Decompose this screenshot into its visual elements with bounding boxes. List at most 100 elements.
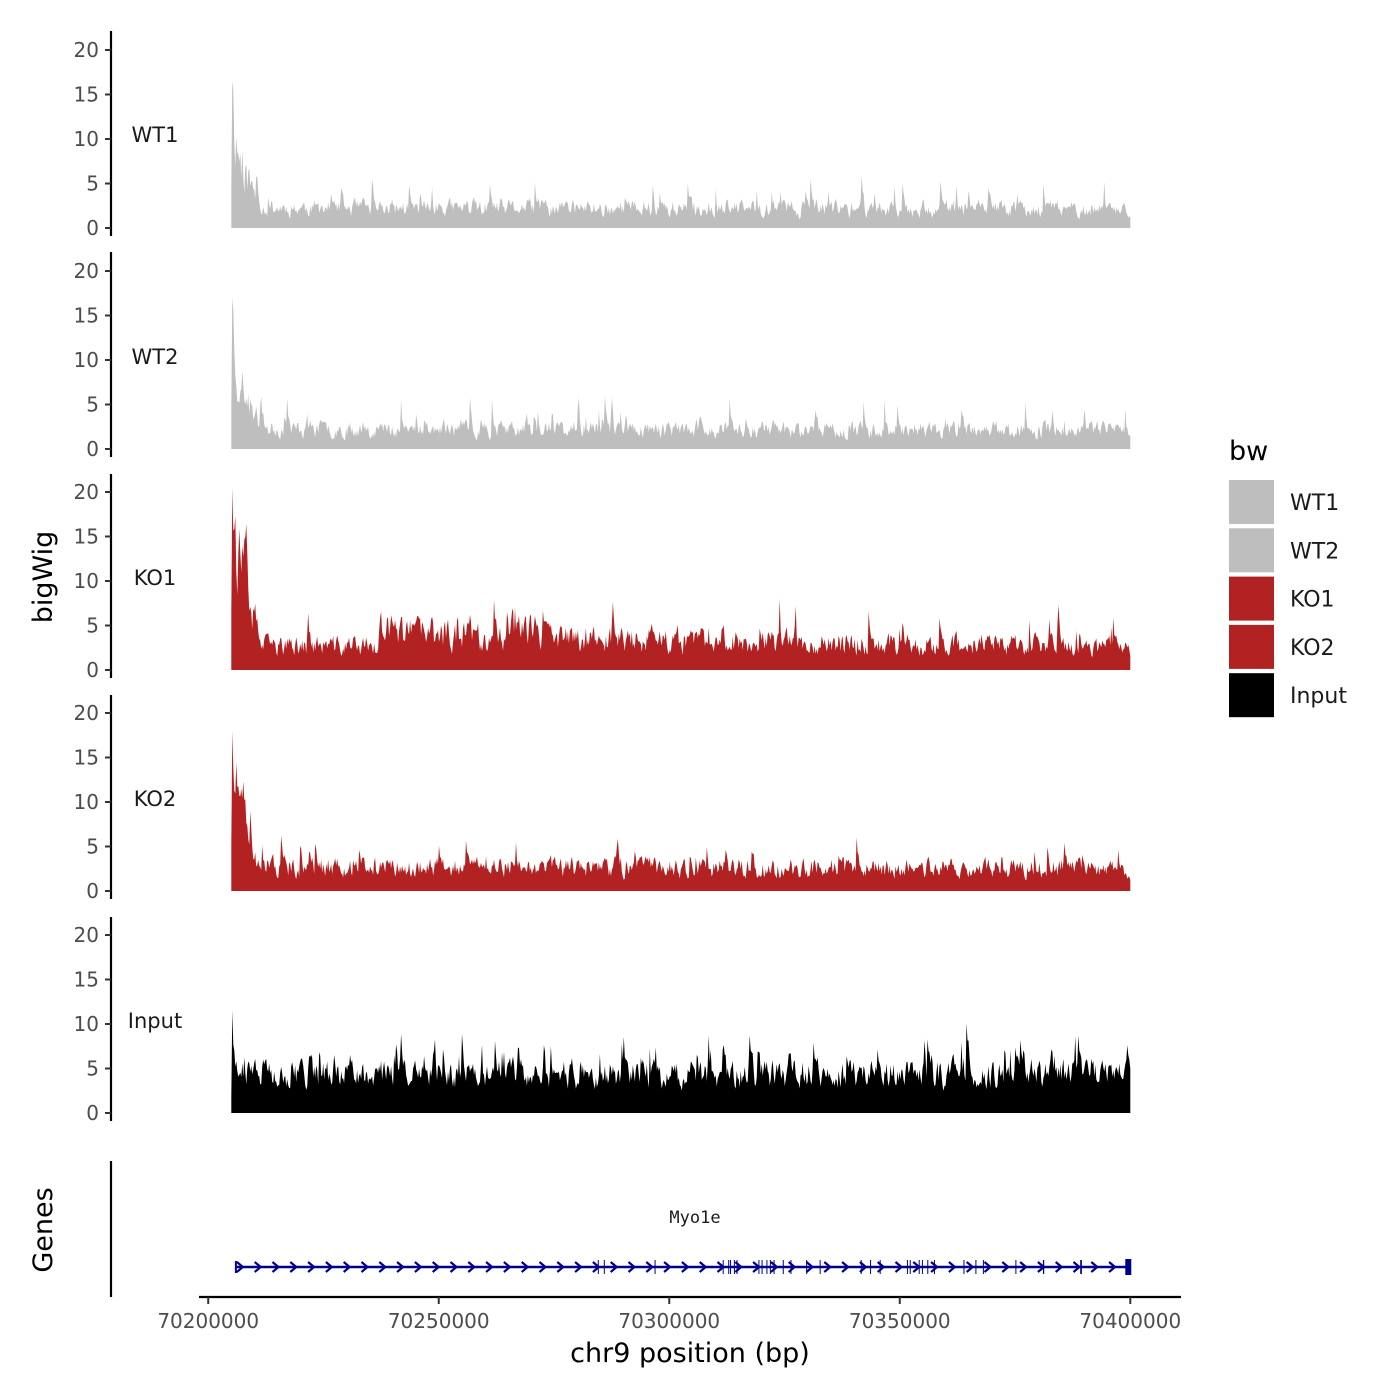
y-tick-label: 5 xyxy=(86,393,99,417)
track-wt1: 0 5 10 15 20 WT1 xyxy=(74,31,1131,240)
legend-swatch-wt2 xyxy=(1229,528,1274,573)
y-tick-label: 0 xyxy=(86,1101,99,1125)
strand-chevron xyxy=(609,1261,619,1273)
strand-chevron xyxy=(378,1261,388,1273)
strand-chevron xyxy=(948,1261,957,1273)
y-tick-label: 0 xyxy=(86,658,99,682)
legend-label-wt2: WT2 xyxy=(1290,539,1339,564)
strand-chevron xyxy=(645,1261,655,1273)
track-ko2: 0 5 10 15 20 KO2 xyxy=(74,695,1131,903)
gene-end-exon xyxy=(1125,1259,1132,1275)
gene-label: Myo1e xyxy=(669,1208,720,1228)
legend-label-wt1: WT1 xyxy=(1290,491,1339,516)
strand-chevron xyxy=(841,1261,850,1273)
strand-chevron xyxy=(414,1261,423,1273)
y-tick-label: 10 xyxy=(74,127,99,151)
y-tick-label: 20 xyxy=(74,701,99,725)
coverage-area-wt2 xyxy=(231,297,1131,449)
strand-chevron xyxy=(360,1261,370,1273)
track-label: WT1 xyxy=(132,123,179,147)
legend-label-ko2: KO2 xyxy=(1290,636,1335,661)
strand-chevron xyxy=(503,1261,512,1273)
y-tick-label: 20 xyxy=(74,480,99,504)
x-tick-label: 70250000 xyxy=(388,1309,490,1333)
strand-chevron xyxy=(556,1261,566,1273)
strand-chevron xyxy=(1072,1261,1082,1273)
legend-swatch-ko1 xyxy=(1229,576,1274,621)
strand-chevron xyxy=(1090,1261,1099,1273)
strand-chevron xyxy=(1054,1261,1064,1273)
strand-chevron xyxy=(681,1261,690,1273)
y-tick-label: 20 xyxy=(74,38,99,62)
x-tick-label: 70200000 xyxy=(157,1309,259,1333)
strand-chevron xyxy=(236,1261,245,1273)
track-label: KO1 xyxy=(134,566,177,590)
strand-chevron xyxy=(431,1261,441,1273)
x-axis: 70200000 70250000 70300000 70350000 70400000… xyxy=(157,1295,1181,1369)
y-tick-label: 15 xyxy=(74,83,99,107)
strand-chevron xyxy=(396,1261,405,1273)
strand-chevron xyxy=(894,1261,904,1273)
y-tick-label: 10 xyxy=(74,790,99,814)
y-tick-label: 15 xyxy=(74,968,99,992)
strand-chevron xyxy=(698,1261,708,1273)
strand-chevron xyxy=(663,1261,672,1273)
strand-chevron xyxy=(289,1261,299,1273)
y-tick-label: 5 xyxy=(86,614,99,638)
y-axis-title: bigWig xyxy=(28,531,59,624)
x-tick-label: 70400000 xyxy=(1079,1309,1181,1333)
x-tick-label: 70300000 xyxy=(618,1309,720,1333)
legend-label-input: Input xyxy=(1290,684,1347,709)
strand-chevron xyxy=(449,1261,459,1273)
strand-chevron xyxy=(770,1261,779,1273)
strand-chevron xyxy=(876,1261,886,1273)
coverage-area-ko1 xyxy=(231,487,1131,670)
y-tick-label: 15 xyxy=(74,746,99,770)
coverage-area-input xyxy=(231,1010,1131,1113)
strand-chevron xyxy=(485,1261,494,1273)
strand-chevron xyxy=(1108,1261,1117,1273)
genes-panel: Genes Myo1e xyxy=(28,1161,1132,1297)
legend-label-ko1: KO1 xyxy=(1290,588,1335,613)
y-tick-label: 5 xyxy=(86,1057,99,1081)
strand-chevron xyxy=(467,1261,477,1273)
y-tick-label: 15 xyxy=(74,304,99,328)
track-ko1: 0 5 10 15 20 KO1 xyxy=(74,474,1131,682)
y-tick-label: 15 xyxy=(74,525,99,549)
strand-chevron xyxy=(930,1261,939,1273)
strand-chevron xyxy=(592,1261,601,1273)
y-tick-label: 0 xyxy=(86,437,99,461)
track-label: KO2 xyxy=(134,787,177,811)
track-label: WT2 xyxy=(132,345,179,369)
coverage-area-ko2 xyxy=(231,730,1131,891)
strand-chevron xyxy=(342,1261,352,1273)
y-tick-label: 0 xyxy=(86,216,99,240)
strand-chevron xyxy=(965,1261,975,1273)
legend-swatch-wt1 xyxy=(1229,480,1274,524)
y-tick-label: 10 xyxy=(74,348,99,372)
strand-chevron xyxy=(307,1261,316,1273)
strand-chevron xyxy=(253,1261,263,1273)
legend-title: bw xyxy=(1229,436,1268,467)
gene-model-myo1e xyxy=(234,1259,1132,1275)
strand-chevron xyxy=(859,1261,868,1273)
strand-chevron xyxy=(574,1261,583,1273)
coverage-area-wt1 xyxy=(231,81,1131,228)
x-axis-title: chr9 position (bp) xyxy=(570,1338,810,1369)
y-tick-label: 5 xyxy=(86,835,99,859)
x-tick-label: 70350000 xyxy=(849,1309,951,1333)
legend-swatch-ko2 xyxy=(1229,624,1274,669)
strand-chevron xyxy=(1001,1261,1010,1273)
strand-chevron xyxy=(325,1261,334,1273)
strand-chevron xyxy=(520,1261,530,1273)
track-wt2: 0 5 10 15 20 WT2 xyxy=(74,252,1131,461)
legend: bw WT1 WT2 KO1 KO2 Input xyxy=(1229,436,1347,718)
y-tick-label: 0 xyxy=(86,879,99,903)
legend-swatch-input xyxy=(1229,673,1274,718)
y-tick-label: 10 xyxy=(74,569,99,593)
y-tick-label: 20 xyxy=(74,923,99,947)
strand-chevron xyxy=(627,1261,637,1273)
y-tick-label: 10 xyxy=(74,1012,99,1036)
genes-track-title: Genes xyxy=(28,1187,59,1272)
